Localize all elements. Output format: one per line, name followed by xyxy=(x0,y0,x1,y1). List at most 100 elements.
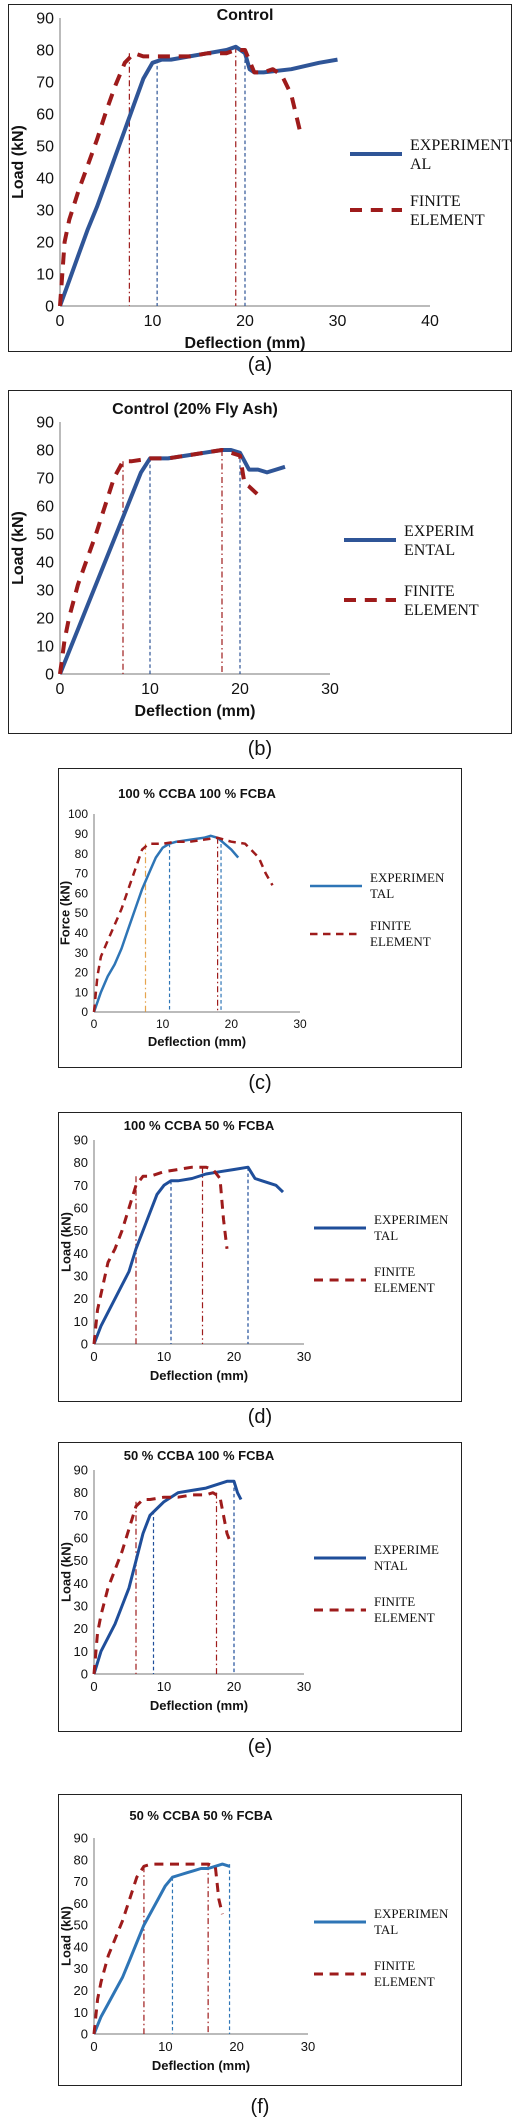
caption-e: (e) xyxy=(247,1736,273,1758)
legend-label: AL xyxy=(410,156,431,173)
x-tick-label: 30 xyxy=(329,313,347,330)
x-axis-label: Deflection (mm) xyxy=(148,1034,246,1049)
y-tick-label: 20 xyxy=(36,611,54,628)
legend-label: ELEMENT xyxy=(370,934,431,949)
y-tick-label: 90 xyxy=(75,827,89,841)
y-tick-label: 0 xyxy=(81,1005,88,1019)
y-tick-label: 90 xyxy=(74,1831,88,1846)
chart-title: Control (20% Fly Ash) xyxy=(112,401,278,418)
x-tick-label: 40 xyxy=(421,313,439,330)
legend-label: FINITE xyxy=(410,193,461,210)
caption-f: (f) xyxy=(250,2096,270,2118)
y-tick-label: 0 xyxy=(81,1667,88,1682)
legend-label: FINITE xyxy=(374,1264,415,1279)
chart-d: 100 % CCBA 50 % FCBA 0 10 20 30 40 50 60 70 80 90 0… xyxy=(58,1118,449,1383)
chart-f: 50 % CCBA 50 % FCBA 0 10 20 30 40 50 60 70 80 90 0 1… xyxy=(58,1808,449,2073)
x-tick-label: 20 xyxy=(236,313,254,330)
x-tick-label: 10 xyxy=(156,1017,170,1031)
chart-a: Control 0 10 20 30 40 50 60 70 80 90 0 10 20 30 40 Defle… xyxy=(10,7,511,352)
x-tick-label: 0 xyxy=(56,313,65,330)
chart-title: Control xyxy=(217,7,274,24)
y-tick-label: 40 xyxy=(74,1576,88,1591)
legend-label: EXPERIMEN xyxy=(374,1212,449,1227)
legend-label: ENTAL xyxy=(404,542,455,559)
y-tick-label: 20 xyxy=(74,1621,88,1636)
x-tick-label: 20 xyxy=(229,2039,243,2054)
y-tick-label: 70 xyxy=(36,75,54,92)
x-tick-label: 20 xyxy=(231,681,249,698)
y-tick-label: 30 xyxy=(74,1961,88,1976)
y-tick-label: 100 xyxy=(68,807,88,821)
y-tick-label: 50 xyxy=(74,1918,88,1933)
legend-label: EXPERIM xyxy=(404,523,474,540)
y-tick-label: 80 xyxy=(74,1485,88,1500)
caption-d: (d) xyxy=(247,1406,273,1428)
legend-label: ELEMENT xyxy=(374,1280,435,1295)
series-line xyxy=(92,1165,285,1345)
chart-e: 50 % CCBA 100 % FCBA 0 10 20 30 40 50 60 70 80 90 0… xyxy=(58,1448,439,1713)
x-axis-label: Deflection (mm) xyxy=(185,335,306,352)
legend-label: FINITE xyxy=(370,918,411,933)
chart-e-frame xyxy=(58,1442,462,1732)
x-tick-label: 10 xyxy=(144,313,162,330)
x-axis-label: Deflection (mm) xyxy=(135,703,256,720)
series-line xyxy=(92,836,274,1013)
y-tick-label: 60 xyxy=(36,499,54,516)
series-line xyxy=(92,1862,224,2035)
y-tick-label: 40 xyxy=(74,1939,88,1954)
legend-label: ELEMENT xyxy=(410,212,485,229)
y-tick-label: 20 xyxy=(74,1983,88,1998)
y-axis-label: Load (kN) xyxy=(58,1212,73,1272)
chart-d-frame xyxy=(58,1112,462,1402)
caption-a: (a) xyxy=(247,354,273,376)
y-axis-label: Load (kN) xyxy=(58,1906,73,1966)
legend-label: EXPERIMEN xyxy=(374,1906,449,1921)
y-tick-label: 10 xyxy=(36,639,54,656)
chart-title: 100 % CCBA 50 % FCBA xyxy=(124,1118,275,1133)
y-tick-label: 0 xyxy=(81,2027,88,2042)
y-tick-label: 40 xyxy=(36,555,54,572)
chart-c: 100 % CCBA 100 % FCBA 0 10 20 30 40 50 60 70 80 90… xyxy=(58,786,445,1049)
x-tick-label: 0 xyxy=(56,681,65,698)
y-tick-label: 80 xyxy=(36,43,54,60)
caption-b: (b) xyxy=(247,738,273,760)
legend-label: EXPERIMEN xyxy=(370,870,445,885)
legend-label: FINITE xyxy=(404,583,455,600)
caption-c: (c) xyxy=(248,1072,272,1094)
x-tick-label: 30 xyxy=(297,1679,311,1694)
x-axis-label: Deflection (mm) xyxy=(150,1368,248,1383)
legend-label: ELEMENT xyxy=(404,602,479,619)
y-tick-label: 60 xyxy=(36,107,54,124)
series-line xyxy=(58,448,260,675)
legend-label: NTAL xyxy=(374,1558,408,1573)
y-tick-label: 90 xyxy=(74,1463,88,1478)
y-tick-label: 50 xyxy=(75,906,89,920)
series-line xyxy=(58,448,286,675)
y-tick-label: 20 xyxy=(36,235,54,252)
y-tick-label: 70 xyxy=(74,1178,88,1193)
series-line xyxy=(92,1862,230,2035)
y-tick-label: 10 xyxy=(74,2005,88,2020)
y-axis-label: Force (kN) xyxy=(58,881,72,945)
x-tick-label: 20 xyxy=(225,1017,239,1031)
y-tick-label: 90 xyxy=(36,415,54,432)
series-line xyxy=(92,1491,232,1675)
x-tick-label: 20 xyxy=(227,1679,241,1694)
chart-title: 100 % CCBA 100 % FCBA xyxy=(118,786,276,801)
legend-label: FINITE xyxy=(374,1958,415,1973)
y-tick-label: 10 xyxy=(74,1644,88,1659)
x-tick-label: 10 xyxy=(157,1679,171,1694)
chart-title: 50 % CCBA 100 % FCBA xyxy=(124,1448,275,1463)
x-axis-label: Deflection (mm) xyxy=(150,1698,248,1713)
y-tick-label: 70 xyxy=(74,1874,88,1889)
y-tick-label: 50 xyxy=(74,1553,88,1568)
y-tick-label: 40 xyxy=(75,926,89,940)
y-tick-label: 30 xyxy=(75,946,89,960)
series-line xyxy=(92,1165,229,1345)
x-tick-label: 0 xyxy=(90,1349,97,1364)
y-tick-label: 10 xyxy=(75,985,89,999)
series-line xyxy=(58,48,303,307)
chart-title: 50 % CCBA 50 % FCBA xyxy=(129,1808,273,1823)
y-tick-label: 90 xyxy=(74,1133,88,1148)
legend-label: TAL xyxy=(374,1228,398,1243)
